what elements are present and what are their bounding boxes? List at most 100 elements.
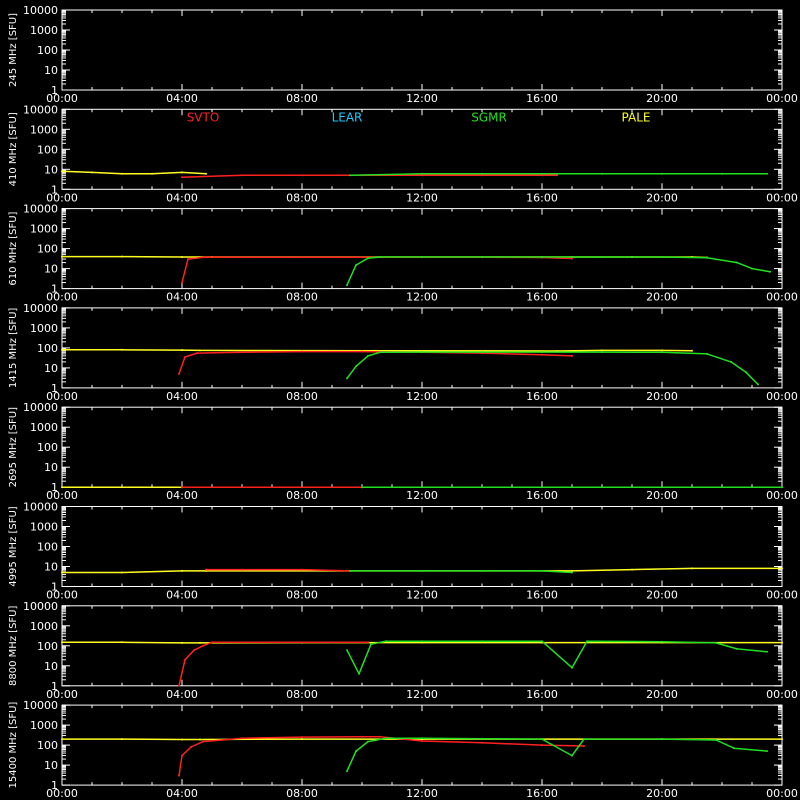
series-svto-point [184,356,186,358]
series-svto-point [541,353,543,356]
y-tick-label: 1 [51,183,58,196]
series-sgmr-point [346,377,348,380]
series-sgmr-point [421,569,423,572]
x-tick-label: 20:00 [646,191,678,204]
series-svto-point [271,641,273,644]
y-axis-label: 1415 MHz [SFU] [8,308,19,389]
series-pale-point [181,256,183,258]
series-pale-point [121,172,123,175]
series-sgmr-point [370,643,372,646]
y-tick-label: 10 [44,759,58,772]
series-pale-point [691,567,693,570]
y-axis-label: 4995 MHz [SFU] [8,506,19,587]
series-svto-point [541,174,543,177]
series-sgmr-point [349,569,351,572]
series-sgmr-point [541,569,543,572]
y-tick-label: 10 [44,64,58,77]
y-tick-label: 1 [51,84,58,97]
panel-2: 1 10 100 1000 10000 00:00 04:00 08:00 12:00 16:00… [8,203,798,304]
x-tick-label: 04:00 [166,191,198,204]
series-pale-point [781,567,783,570]
y-axis-label: 2695 MHz [SFU] [8,407,19,488]
x-tick-label: 00:00 [766,787,798,800]
series-sgmr-point [721,172,723,175]
series-sgmr-point [571,754,573,757]
series-svto-point [181,754,183,757]
series-sgmr-point [349,174,351,177]
series-sgmr-point [766,172,768,175]
x-tick-label: 20:00 [646,390,678,403]
series-svto-point [202,644,204,647]
x-tick-label: 08:00 [286,390,318,403]
series-pale-point [61,348,63,351]
series-svto-point [241,737,243,740]
series-svto-point [241,256,243,259]
y-tick-label: 1000 [30,223,58,236]
series-svto-point [211,641,213,644]
panel-3: 1 10 100 1000 10000 00:00 04:00 08:00 12:00 16:00… [8,302,798,403]
series-svto-point [241,351,243,354]
series-svto-point [205,568,207,571]
y-tick-label: 10000 [23,501,58,514]
series-sgmr-point [583,738,585,741]
panel-5: 1 10 100 1000 10000 00:00 04:00 08:00 12:00 16:00… [8,501,798,602]
x-tick-label: 20:00 [646,589,678,602]
x-tick-label: 00:00 [766,92,798,105]
series-svto-point [202,740,204,743]
series-svto-point [178,684,180,687]
legend-pale: PALE [622,110,651,124]
series-svto-point [481,741,483,744]
series-sgmr-point [745,371,747,374]
series-sgmr-point [346,649,348,652]
series-pale-point [781,641,783,644]
y-tick-label: 100 [37,441,58,454]
panel-4: 1 10 100 1000 10000 00:00 04:00 08:00 12:00 16:00… [8,401,798,502]
x-tick-label: 20:00 [646,291,678,304]
x-tick-label: 12:00 [406,191,438,204]
series-sgmr-point [751,267,753,270]
x-tick-label: 00:00 [766,191,798,204]
series-sgmr-point [757,383,759,386]
x-tick-label: 00:00 [46,589,78,602]
series-sgmr-point [379,256,381,258]
y-tick-label: 1 [51,581,58,594]
series-svto-line [181,174,557,179]
x-tick-label: 12:00 [406,787,438,800]
series-sgmr-point [355,750,357,753]
y-tick-label: 10 [44,263,58,276]
series-sgmr-point [361,486,363,489]
x-tick-label: 08:00 [286,92,318,105]
y-tick-label: 10 [44,561,58,574]
y-axis-label: 8800 MHz [SFU] [8,605,19,686]
y-tick-label: 10 [44,163,58,176]
x-tick-label: 16:00 [526,291,558,304]
y-tick-label: 10 [44,660,58,673]
series-svto-point [361,256,363,259]
y-axis-label: 15400 MHz [SFU] [8,702,19,789]
series-pale-point [121,255,123,258]
series-svto-point [421,740,423,742]
x-tick-label: 08:00 [286,787,318,800]
y-axis-label: 245 MHz [SFU] [8,13,19,87]
x-tick-label: 12:00 [406,390,438,403]
y-tick-label: 1000 [30,719,58,732]
y-tick-label: 100 [37,640,58,653]
series-sgmr-point [571,571,573,574]
series-sgmr-point [541,256,543,258]
series-svto-point [571,257,573,260]
x-tick-label: 16:00 [526,191,558,204]
series-pale-point [61,255,63,258]
series-svto-point [301,736,303,739]
x-tick-label: 04:00 [166,489,198,502]
x-tick-label: 00:00 [46,191,78,204]
x-tick-label: 16:00 [526,489,558,502]
series-sgmr-point [601,256,603,258]
series-sgmr-point [541,351,543,354]
x-tick-label: 04:00 [166,787,198,800]
y-tick-label: 10 [44,362,58,375]
series-pale-point [91,171,93,174]
series-pale-point [181,569,183,572]
series-pale-point [181,738,183,741]
series-svto-point [301,350,303,353]
